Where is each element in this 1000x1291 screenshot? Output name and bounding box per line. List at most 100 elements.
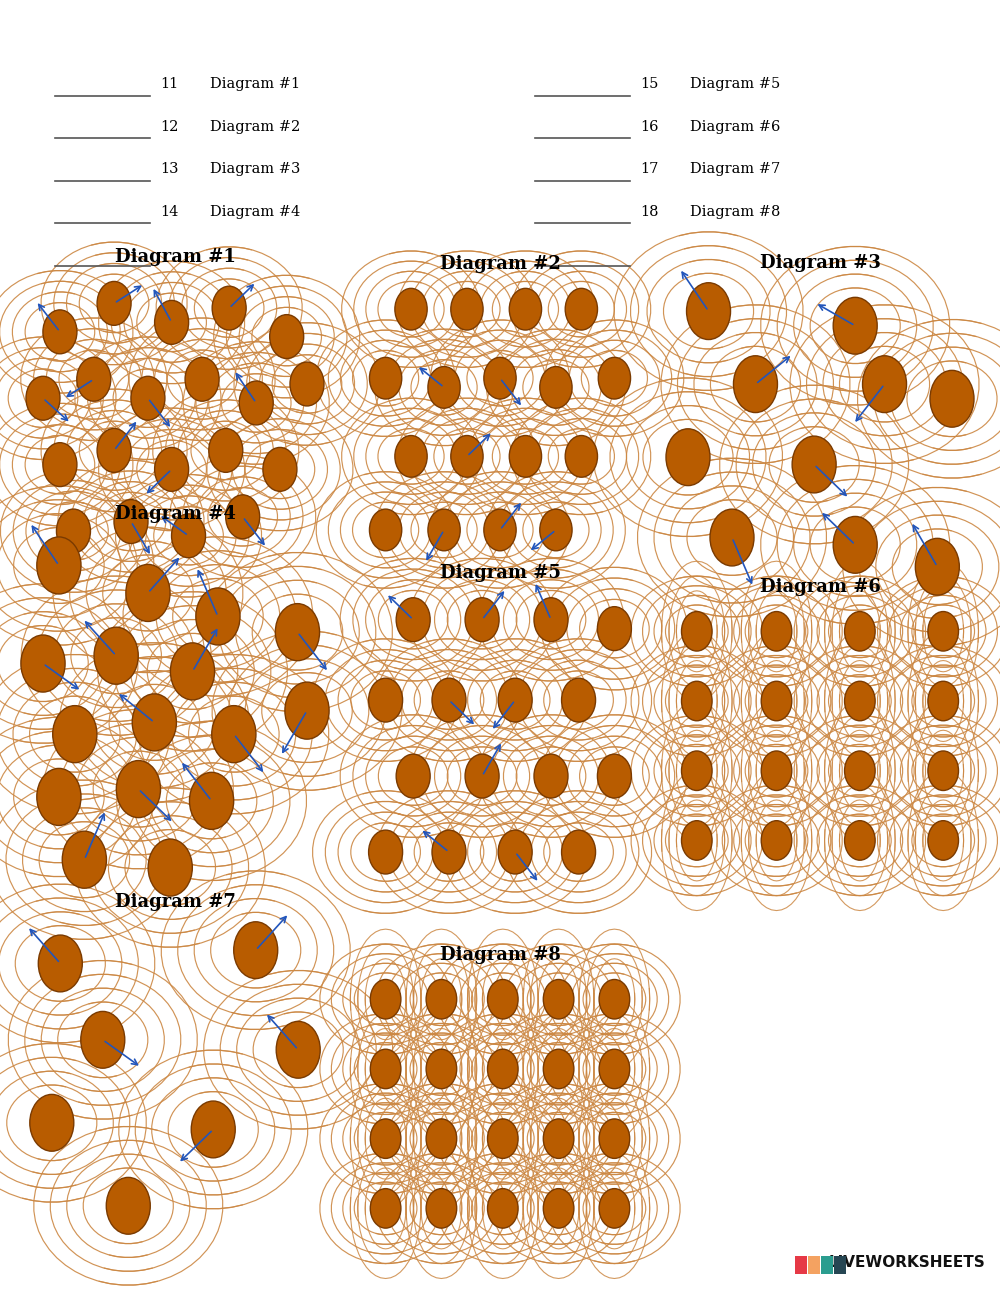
Circle shape	[915, 538, 959, 595]
Circle shape	[97, 429, 131, 473]
Circle shape	[189, 772, 234, 829]
Circle shape	[540, 509, 572, 551]
Circle shape	[43, 310, 77, 354]
Circle shape	[682, 682, 712, 720]
Text: Diagram #2: Diagram #2	[440, 254, 560, 272]
Circle shape	[209, 429, 243, 473]
Circle shape	[94, 627, 138, 684]
Circle shape	[761, 821, 792, 860]
Circle shape	[792, 436, 836, 493]
Text: Diagram #5: Diagram #5	[690, 77, 780, 90]
Circle shape	[212, 706, 256, 763]
Circle shape	[370, 1119, 401, 1158]
Circle shape	[498, 678, 532, 722]
Circle shape	[928, 821, 958, 860]
Circle shape	[191, 1101, 235, 1158]
Circle shape	[451, 288, 483, 330]
FancyBboxPatch shape	[834, 1256, 846, 1274]
Circle shape	[53, 706, 97, 763]
Circle shape	[487, 1119, 518, 1158]
FancyBboxPatch shape	[821, 1256, 833, 1274]
Circle shape	[172, 514, 206, 558]
Circle shape	[276, 1021, 320, 1078]
Text: Diagram #6: Diagram #6	[760, 577, 880, 595]
Circle shape	[543, 1189, 574, 1228]
Circle shape	[395, 435, 427, 478]
Circle shape	[370, 1050, 401, 1088]
Circle shape	[212, 287, 246, 330]
Text: Diagram #7: Diagram #7	[690, 163, 780, 176]
Circle shape	[396, 754, 430, 798]
Circle shape	[185, 358, 219, 402]
Text: 15: 15	[640, 77, 658, 90]
Circle shape	[155, 301, 189, 345]
Circle shape	[196, 587, 240, 646]
Circle shape	[114, 500, 148, 544]
Circle shape	[534, 598, 568, 642]
Circle shape	[106, 1177, 150, 1234]
Circle shape	[170, 643, 215, 700]
Circle shape	[30, 1095, 74, 1152]
Circle shape	[597, 754, 631, 798]
Circle shape	[395, 288, 427, 330]
Circle shape	[426, 1189, 457, 1228]
Text: Diagram #7: Diagram #7	[115, 893, 235, 911]
Circle shape	[543, 1119, 574, 1158]
Circle shape	[26, 376, 60, 420]
Circle shape	[498, 830, 532, 874]
Circle shape	[833, 516, 877, 573]
Text: 11: 11	[160, 77, 178, 90]
Circle shape	[285, 682, 329, 740]
FancyBboxPatch shape	[808, 1256, 820, 1274]
Circle shape	[116, 760, 161, 817]
Text: LIVEWORKSHEETS: LIVEWORKSHEETS	[828, 1255, 985, 1270]
Circle shape	[131, 376, 165, 420]
Circle shape	[682, 612, 712, 651]
Circle shape	[565, 288, 598, 330]
Circle shape	[562, 678, 596, 722]
Circle shape	[62, 831, 106, 888]
Circle shape	[687, 283, 731, 340]
Circle shape	[540, 367, 572, 408]
Circle shape	[432, 678, 466, 722]
Circle shape	[56, 509, 90, 553]
Circle shape	[562, 830, 596, 874]
Circle shape	[845, 751, 875, 790]
Circle shape	[21, 635, 65, 692]
Circle shape	[396, 598, 430, 642]
Circle shape	[930, 371, 974, 427]
Circle shape	[270, 315, 304, 359]
Circle shape	[928, 612, 958, 651]
Circle shape	[465, 754, 499, 798]
Circle shape	[370, 1189, 401, 1228]
Circle shape	[565, 435, 598, 478]
Circle shape	[369, 678, 403, 722]
Circle shape	[369, 358, 402, 399]
Circle shape	[37, 537, 81, 594]
Text: Diagram #1: Diagram #1	[115, 248, 235, 266]
Circle shape	[38, 935, 82, 991]
Circle shape	[290, 361, 324, 405]
Circle shape	[369, 830, 403, 874]
Text: Diagram #4: Diagram #4	[115, 505, 235, 523]
Text: Diagram #6: Diagram #6	[690, 120, 780, 133]
Circle shape	[928, 751, 958, 790]
Circle shape	[487, 980, 518, 1019]
Circle shape	[682, 751, 712, 790]
Circle shape	[155, 448, 189, 492]
Circle shape	[426, 1119, 457, 1158]
Circle shape	[761, 751, 792, 790]
Circle shape	[599, 1189, 630, 1228]
Circle shape	[733, 356, 777, 413]
Circle shape	[465, 598, 499, 642]
Circle shape	[484, 509, 516, 551]
Text: Diagram #3: Diagram #3	[760, 254, 880, 272]
Text: 13: 13	[160, 163, 178, 176]
Circle shape	[487, 1050, 518, 1088]
Circle shape	[239, 381, 273, 425]
Circle shape	[148, 839, 192, 896]
Text: Diagram #4: Diagram #4	[210, 205, 300, 218]
Circle shape	[275, 604, 320, 661]
Text: Diagram #8: Diagram #8	[440, 945, 560, 963]
Circle shape	[234, 922, 278, 979]
